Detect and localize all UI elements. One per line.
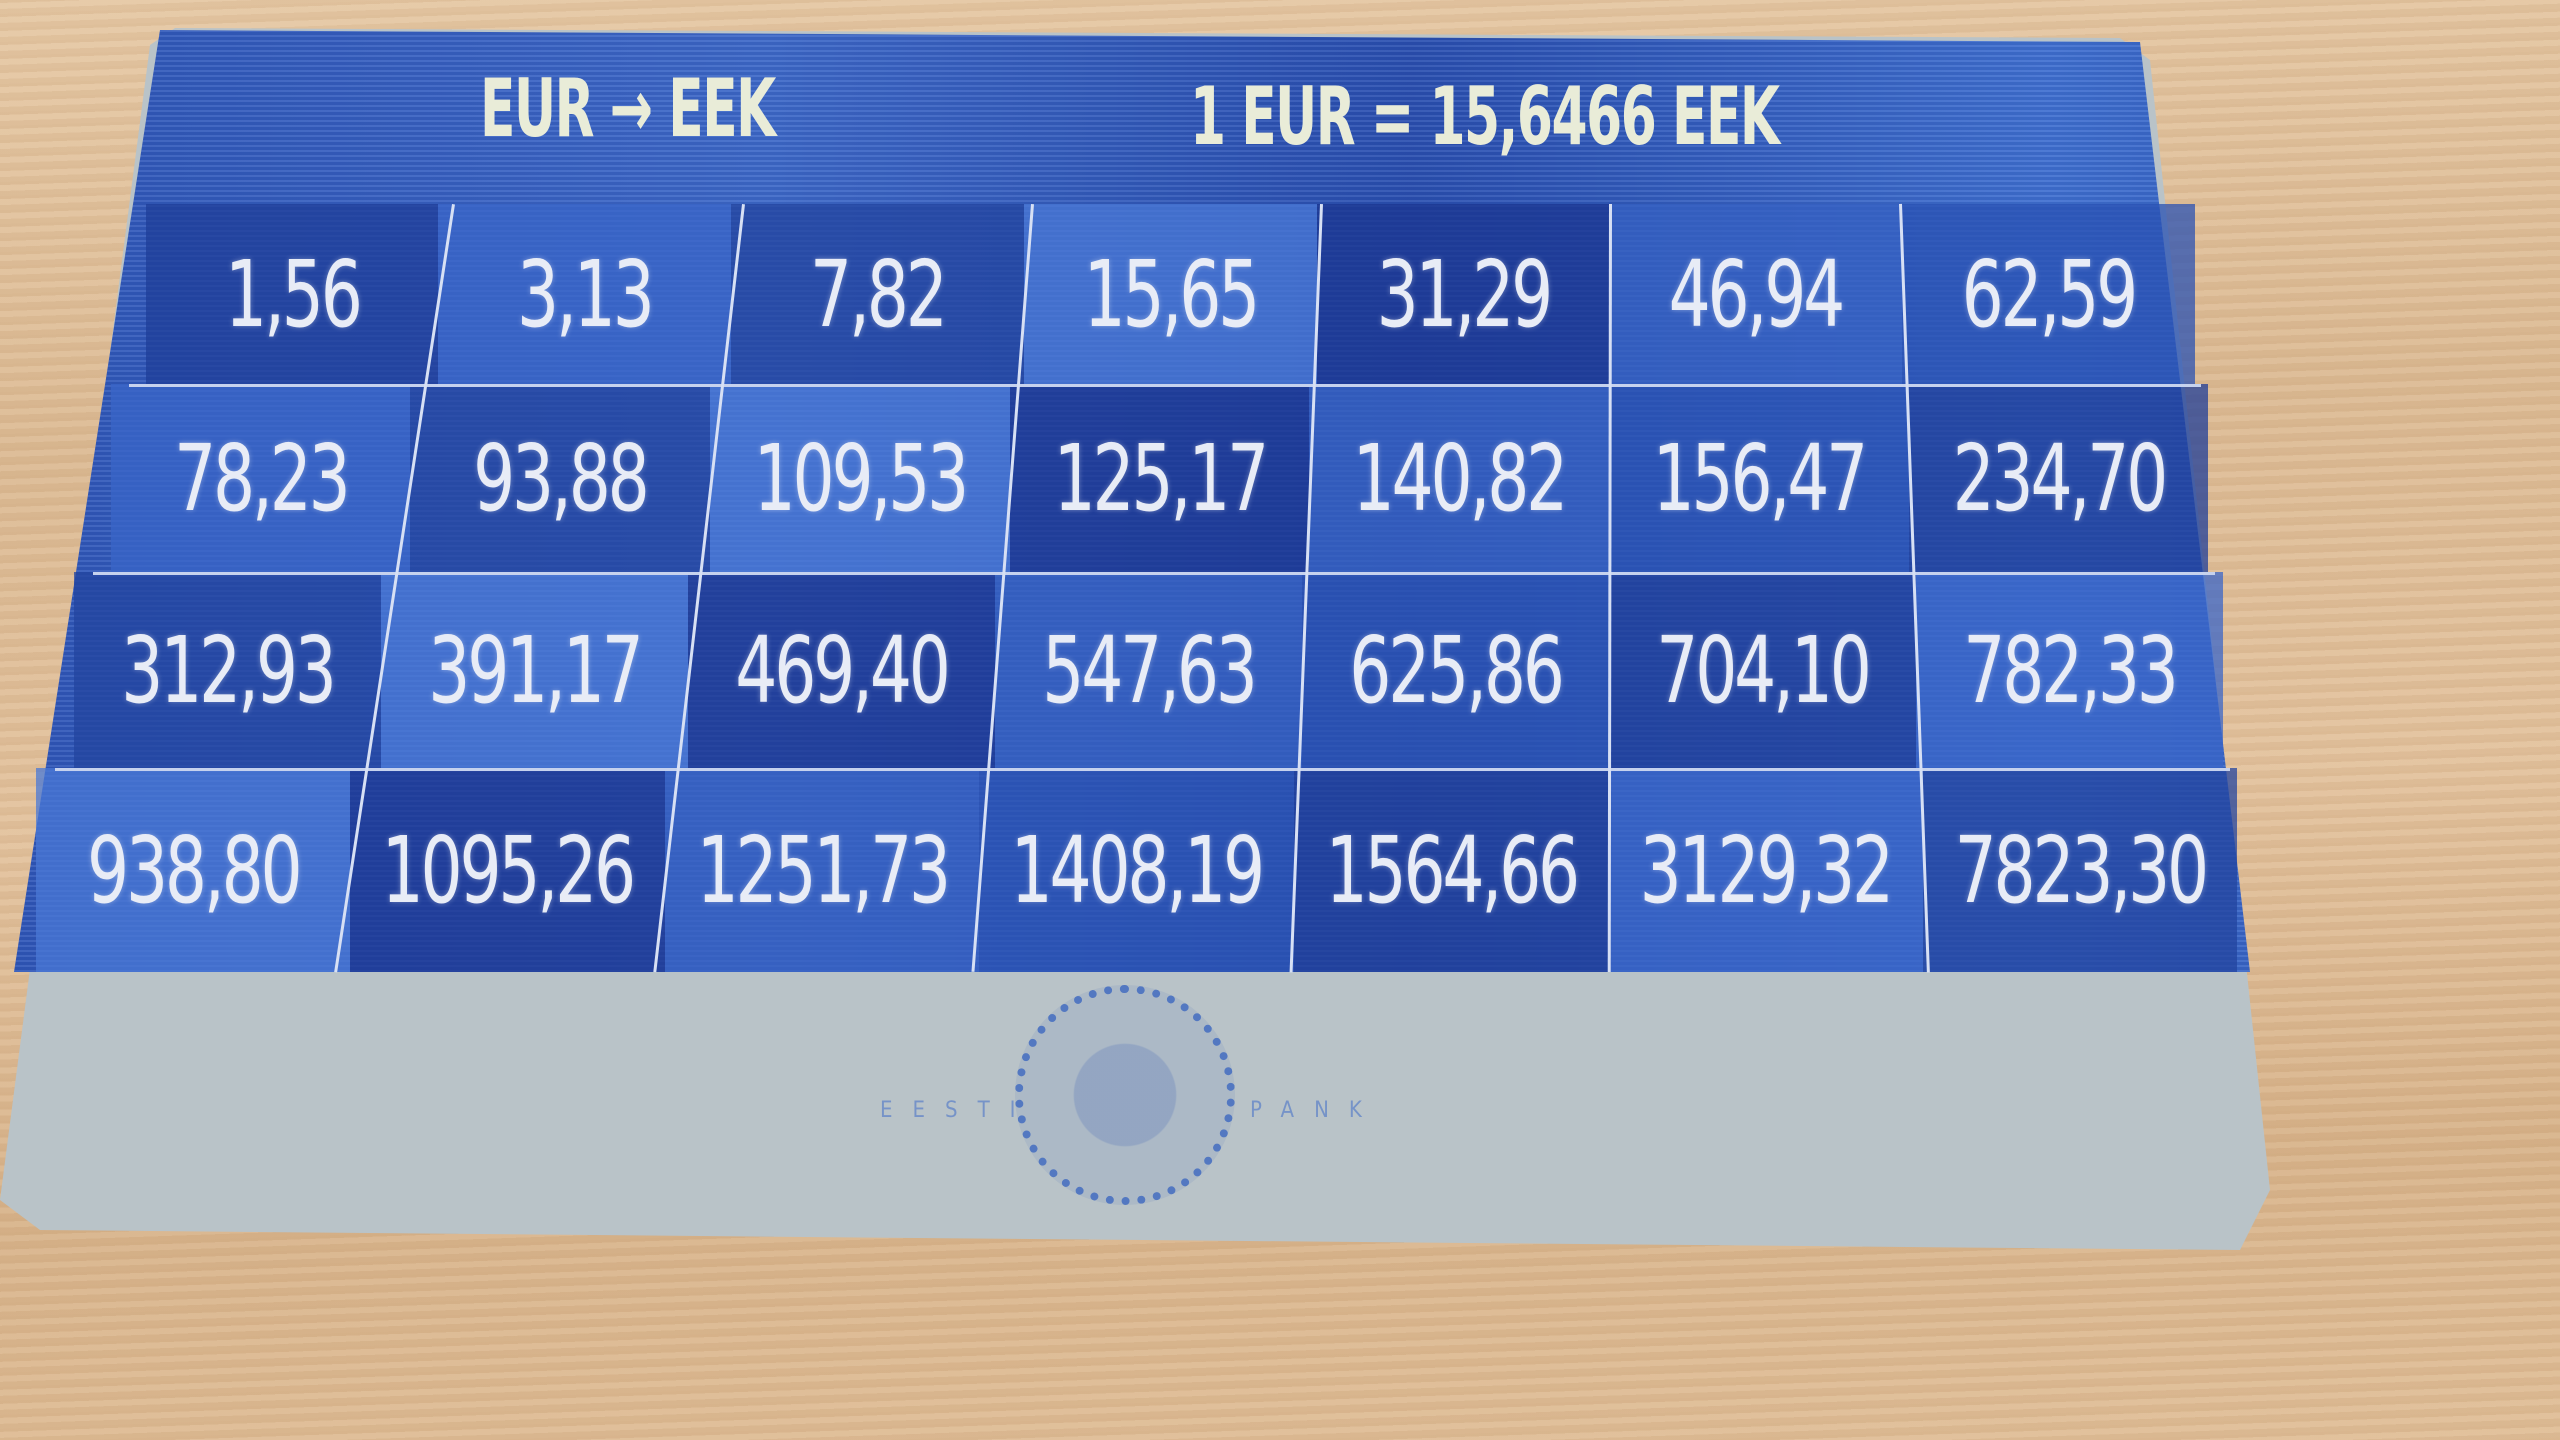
cell-background <box>1908 384 2209 572</box>
table-cell: 156,47 <box>1652 424 1869 532</box>
cell-background <box>687 572 995 768</box>
table-cell: 15,65 <box>1083 240 1260 348</box>
cell-background <box>1608 768 1923 972</box>
cell-background <box>709 384 1010 572</box>
table-cell: 3129,32 <box>1639 816 1895 924</box>
table-cell: 391,17 <box>428 616 644 724</box>
table-cell: 3,13 <box>517 240 656 348</box>
seal-lettering-left: EESTI <box>880 1098 1036 1123</box>
cell-background <box>1922 768 2238 972</box>
table-cell: 93,88 <box>473 424 650 532</box>
cell-background <box>1301 572 1609 768</box>
cell-background <box>1901 204 2195 384</box>
table-cell: 46,94 <box>1668 240 1846 348</box>
table-cell: 1095,26 <box>381 816 637 924</box>
cell-background <box>350 768 665 972</box>
cell-background <box>145 204 439 384</box>
row-divider <box>92 572 2216 575</box>
table-cell: 625,86 <box>1348 616 1565 724</box>
table-cell: 78,23 <box>173 424 351 532</box>
table-cell: 782,33 <box>1962 616 2179 724</box>
cell-background <box>1316 204 1610 384</box>
table-cell: 62,59 <box>1961 240 2139 348</box>
cell-background <box>664 768 980 972</box>
cell-background <box>1608 572 1916 768</box>
table-cell: 547,63 <box>1041 616 1258 724</box>
cell-background <box>731 204 1024 384</box>
cell-background <box>73 572 381 768</box>
header-currency-pair: EUR → EEK <box>480 62 776 155</box>
cell-background <box>438 204 732 384</box>
cell-background <box>110 384 411 572</box>
cell-background <box>994 572 1302 768</box>
cell-background <box>979 768 1294 972</box>
cell-background <box>1309 384 1609 572</box>
cell-background <box>1609 204 1902 384</box>
row-divider <box>128 384 2202 387</box>
seal-lettering-right: PANK <box>1250 1098 1382 1123</box>
cell-background <box>1293 768 1609 972</box>
row-divider <box>55 768 2230 771</box>
cell-background <box>380 572 688 768</box>
table-cell: 140,82 <box>1352 424 1569 532</box>
cell-background <box>1009 384 1310 572</box>
header-exchange-rate: 1 EUR = 15,6466 EEK <box>1190 70 1780 163</box>
table-cell: 1408,19 <box>1010 816 1266 924</box>
table-cell: 1,56 <box>224 240 363 348</box>
cell-background <box>410 384 710 572</box>
bank-seal-emblem <box>1015 985 1235 1205</box>
cell-background <box>1915 572 2223 768</box>
cell-background <box>1023 204 1317 384</box>
cell-background <box>35 768 351 972</box>
table-cell: 704,10 <box>1655 616 1872 724</box>
table-cell: 1564,66 <box>1325 816 1580 924</box>
table-cell: 469,40 <box>735 616 951 724</box>
table-cell: 125,17 <box>1053 424 1269 532</box>
cell-background <box>1608 384 1909 572</box>
table-cell: 31,29 <box>1376 240 1553 348</box>
table-cell: 312,93 <box>121 616 337 724</box>
table-cell: 7,82 <box>810 240 948 348</box>
table-cell: 7823,30 <box>1954 816 2209 924</box>
table-cell: 1251,73 <box>696 816 951 924</box>
table-cell: 938,80 <box>86 816 303 924</box>
table-cell: 109,53 <box>753 424 970 532</box>
table-cell: 234,70 <box>1952 424 2168 532</box>
